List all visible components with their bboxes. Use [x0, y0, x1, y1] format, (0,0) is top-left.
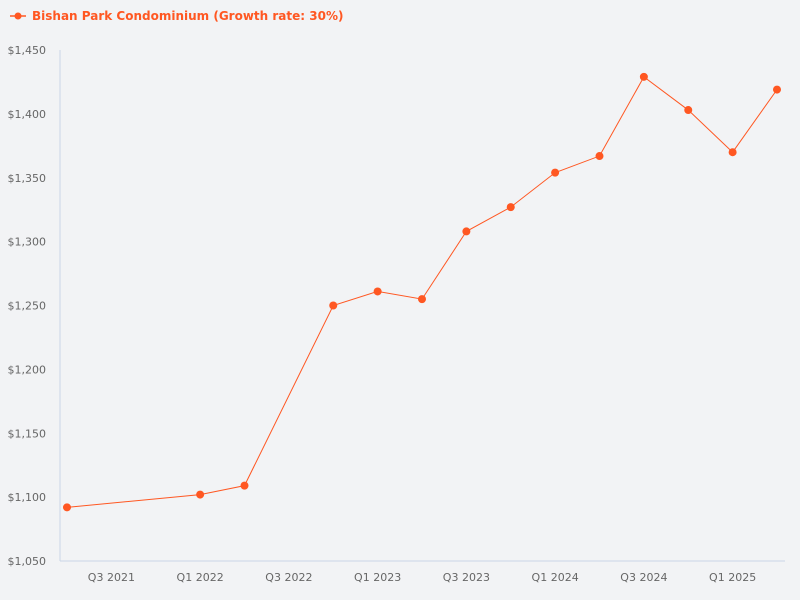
data-point [63, 503, 71, 512]
data-point [551, 168, 560, 177]
data-point [373, 287, 382, 296]
x-tick-label: Q1 2022 [177, 571, 224, 584]
x-tick-label: Q3 2021 [88, 571, 135, 584]
data-point [418, 295, 426, 304]
y-tick-label: $1,100 [8, 491, 47, 504]
data-point [728, 148, 737, 157]
data-point [506, 203, 515, 212]
y-tick-label: $1,150 [8, 427, 47, 440]
data-point [684, 106, 693, 115]
legend-label: Bishan Park Condominium (Growth rate: 30… [32, 9, 344, 23]
data-point [773, 85, 781, 94]
y-tick-label: $1,200 [8, 363, 47, 376]
data-point [329, 301, 338, 310]
series-line [66, 76, 778, 508]
x-tick-label: Q1 2025 [709, 571, 756, 584]
y-tick-label: $1,050 [8, 555, 47, 568]
y-tick-label: $1,450 [8, 44, 47, 57]
y-tick-label: $1,300 [8, 236, 47, 249]
data-point [240, 481, 249, 490]
x-tick-label: Q1 2024 [532, 571, 579, 584]
x-tick-label: Q3 2022 [265, 571, 312, 584]
y-tick-label: $1,350 [8, 172, 47, 185]
x-tick-label: Q3 2024 [620, 571, 667, 584]
x-tick-label: Q3 2023 [443, 571, 490, 584]
data-point [196, 490, 205, 499]
legend-marker-icon [10, 12, 26, 20]
x-tick-label: Q1 2023 [354, 571, 401, 584]
data-point [462, 227, 471, 236]
data-point [595, 152, 604, 161]
legend[interactable]: Bishan Park Condominium (Growth rate: 30… [10, 9, 343, 23]
y-tick-label: $1,250 [8, 300, 47, 313]
data-point [639, 72, 648, 81]
y-tick-label: $1,400 [8, 108, 47, 121]
